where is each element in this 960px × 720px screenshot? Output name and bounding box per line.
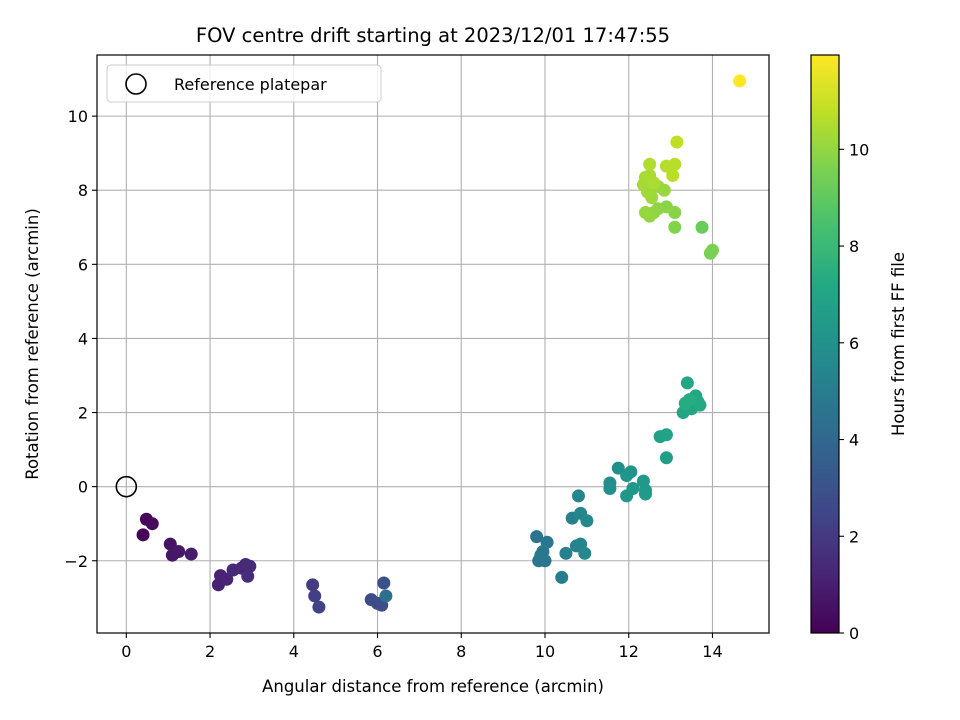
colorbar-ticks: 0 2 4 6 8 10 (839, 140, 869, 643)
colorbar-tick-label: 6 (849, 334, 859, 353)
x-axis-label: Angular distance from reference (arcmin) (262, 677, 604, 696)
data-point (571, 489, 585, 503)
colorbar-tick-label: 8 (849, 237, 859, 256)
data-point (603, 482, 617, 495)
data-point (678, 396, 692, 410)
data-point (241, 569, 255, 583)
data-point (534, 548, 548, 562)
y-axis-ticks: −2 0 2 4 6 8 10 (64, 107, 97, 571)
data-point (668, 157, 682, 171)
x-tick-label: 14 (702, 642, 722, 661)
x-tick-label: 4 (289, 642, 299, 661)
data-point (184, 547, 198, 561)
legend-box (106, 64, 382, 103)
data-point (312, 600, 326, 614)
data-point (733, 74, 747, 88)
x-tick-label: 12 (619, 642, 639, 661)
colorbar-tick-label: 2 (849, 527, 859, 546)
data-point (638, 205, 652, 219)
data-point (680, 376, 694, 390)
y-tick-label: −2 (64, 552, 88, 571)
colorbar-tick-label: 4 (849, 431, 859, 450)
gridlines (97, 55, 769, 633)
chart-title: FOV centre drift starting at 2023/12/01 … (196, 24, 670, 47)
x-tick-label: 0 (121, 642, 131, 661)
y-tick-label: 6 (78, 255, 88, 274)
data-point (626, 482, 640, 495)
y-tick-label: 4 (78, 329, 88, 348)
data-point (705, 243, 719, 257)
data-point (638, 487, 652, 501)
data-point (624, 465, 638, 479)
data-points (136, 74, 747, 614)
data-point (540, 535, 554, 549)
legend-label: Reference platepar (174, 75, 327, 94)
x-tick-label: 8 (456, 642, 466, 661)
legend: Reference platepar (106, 64, 382, 103)
data-point (670, 135, 684, 149)
x-tick-label: 6 (372, 642, 382, 661)
colorbar-tick-label: 10 (849, 140, 869, 159)
data-point (377, 576, 391, 590)
colorbar (811, 55, 839, 633)
data-point (306, 578, 320, 592)
data-point (693, 398, 707, 412)
colorbar-label: Hours from first FF file (889, 252, 908, 436)
data-point (611, 461, 625, 475)
legend-marker (125, 73, 147, 95)
data-point (580, 514, 594, 528)
data-point (659, 451, 673, 465)
data-point (308, 589, 322, 603)
x-axis-ticks: 0 2 4 6 8 10 12 14 (121, 633, 723, 661)
reference-platepar-marker (115, 475, 138, 498)
data-point (172, 544, 186, 558)
y-tick-label: 0 (78, 478, 88, 497)
colorbar-tick-label: 0 (849, 624, 859, 643)
data-point (668, 220, 682, 234)
data-point (578, 546, 592, 560)
x-tick-label: 10 (535, 642, 555, 661)
data-point (136, 528, 150, 542)
data-point (666, 168, 680, 182)
data-point (220, 572, 234, 586)
axes-frame (96, 54, 770, 634)
data-point (559, 546, 573, 560)
data-point (659, 428, 673, 442)
data-point (647, 176, 661, 190)
data-point (163, 537, 177, 551)
colorbar-frame (810, 54, 840, 634)
y-tick-label: 10 (68, 107, 88, 126)
data-point (555, 570, 569, 584)
data-point (379, 589, 393, 603)
data-point (530, 530, 544, 544)
y-tick-label: 8 (78, 181, 88, 200)
data-point (145, 517, 159, 531)
y-tick-label: 2 (78, 404, 88, 423)
y-axis-label: Rotation from reference (arcmin) (23, 208, 42, 480)
data-point (243, 559, 257, 573)
data-point (695, 220, 709, 234)
data-point (643, 157, 657, 171)
x-tick-label: 2 (205, 642, 215, 661)
